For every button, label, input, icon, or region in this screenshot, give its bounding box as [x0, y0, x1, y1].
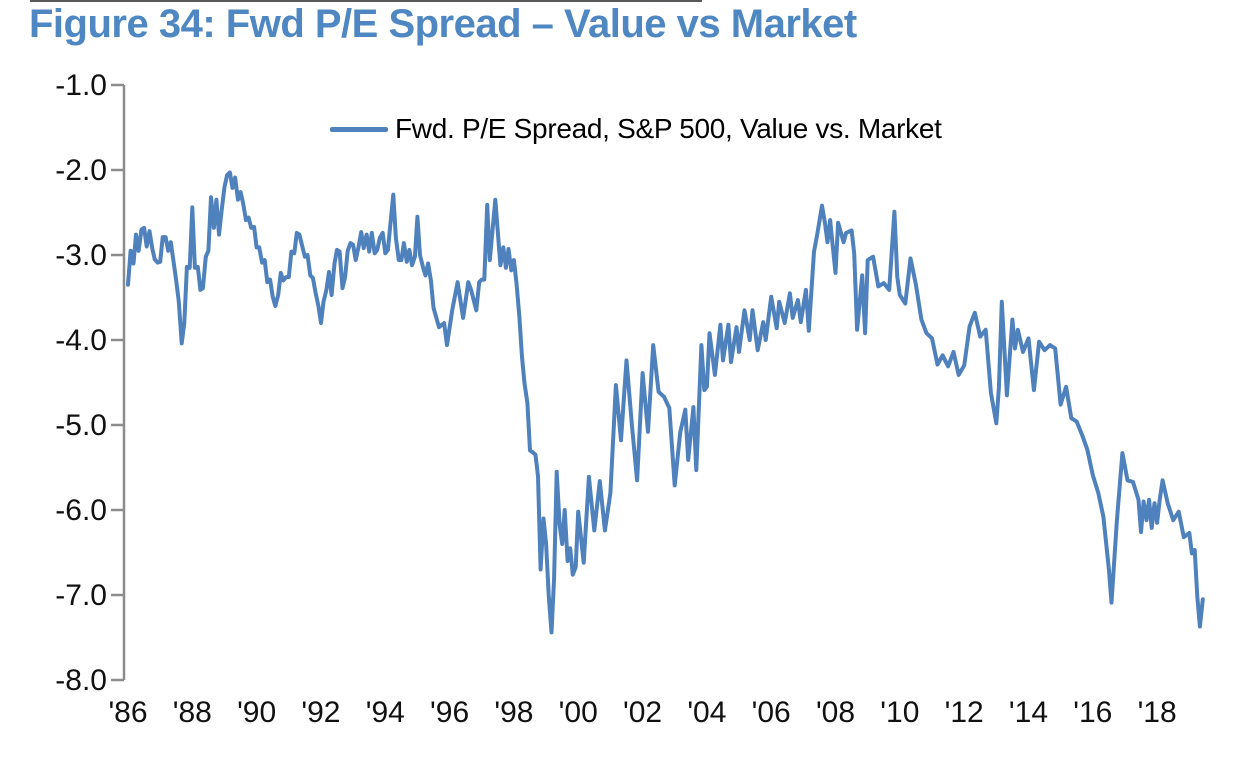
x-tick-label: '96: [430, 696, 469, 729]
x-tick-label: '94: [366, 696, 405, 729]
y-tick-label: -7.0: [55, 579, 107, 612]
x-tick-label: '18: [1138, 696, 1177, 729]
x-tick-label: '02: [623, 696, 662, 729]
figure-title: Figure 34: Fwd P/E Spread – Value vs Mar…: [29, 2, 857, 46]
y-tick-label: -8.0: [55, 664, 107, 697]
x-tick-label: '90: [237, 696, 276, 729]
x-tick-label: '04: [687, 696, 726, 729]
x-tick-label: '08: [816, 696, 855, 729]
x-tick-label: '16: [1073, 696, 1112, 729]
y-tick-label: -2.0: [55, 154, 107, 187]
chart-legend: Fwd. P/E Spread, S&P 500, Value vs. Mark…: [330, 113, 942, 145]
x-tick-label: '88: [173, 696, 212, 729]
y-tick-label: -6.0: [55, 494, 107, 527]
x-tick-label: '98: [494, 696, 533, 729]
legend-label: Fwd. P/E Spread, S&P 500, Value vs. Mark…: [395, 113, 942, 144]
x-tick-label: '06: [752, 696, 791, 729]
x-tick-label: '14: [1009, 696, 1048, 729]
legend-line-swatch: [330, 126, 388, 132]
x-tick-label: '12: [945, 696, 984, 729]
y-tick-label: -1.0: [55, 69, 107, 102]
top-divider-line: [30, 0, 702, 2]
x-tick-label: '92: [301, 696, 340, 729]
x-tick-label: '10: [880, 696, 919, 729]
y-tick-label: -3.0: [55, 239, 107, 272]
x-tick-label: '86: [108, 696, 147, 729]
y-tick-label: -4.0: [55, 324, 107, 357]
x-tick-label: '00: [559, 696, 598, 729]
series-line-fwd-pe-spread: [126, 170, 1205, 635]
y-tick-label: -5.0: [55, 409, 107, 442]
